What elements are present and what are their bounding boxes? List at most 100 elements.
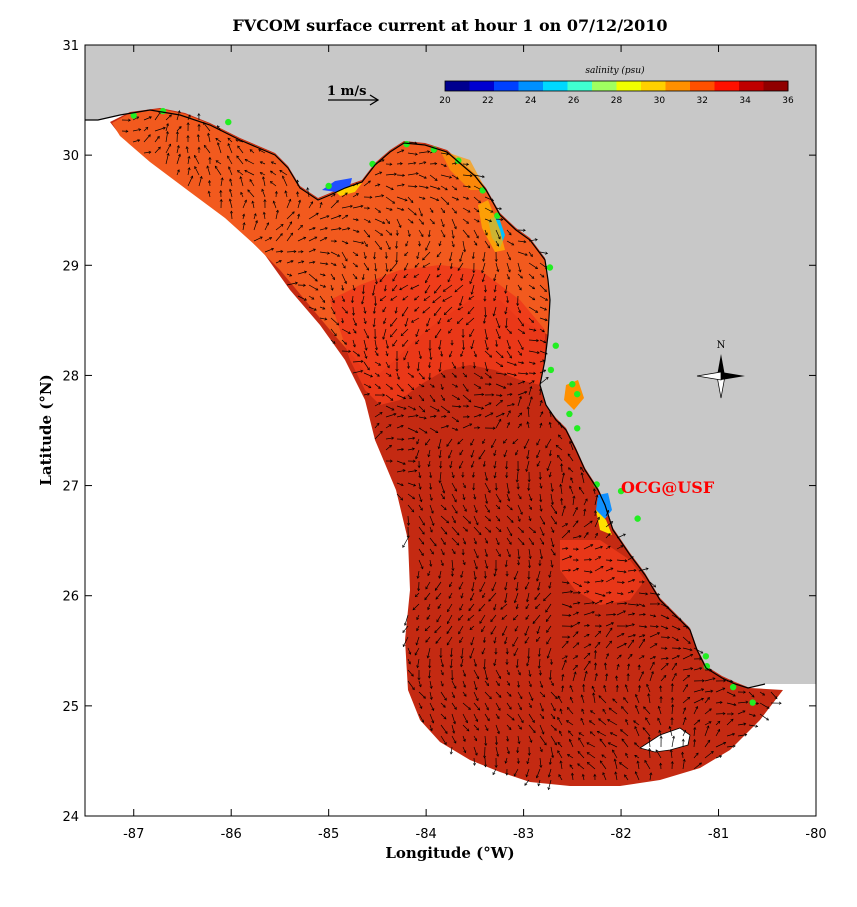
current-vector xyxy=(402,625,409,633)
current-vector-head xyxy=(337,254,341,257)
current-vector-head xyxy=(197,123,201,127)
current-vector xyxy=(462,702,471,710)
current-vector-head xyxy=(228,188,232,192)
current-vector-head xyxy=(176,169,180,173)
current-vector xyxy=(469,328,475,337)
current-vector-head xyxy=(624,684,628,688)
current-vector-head xyxy=(531,380,535,384)
current-vector xyxy=(682,696,690,704)
current-vector-head xyxy=(683,707,687,711)
current-vector xyxy=(607,719,618,726)
current-vector-head xyxy=(524,782,528,786)
current-vector xyxy=(260,172,266,176)
current-vector xyxy=(583,520,593,528)
current-vector xyxy=(528,251,533,257)
current-vector xyxy=(424,592,431,600)
colorbar-swatch xyxy=(543,81,568,91)
current-vector xyxy=(363,350,367,359)
current-vector-head xyxy=(483,667,487,670)
current-vector-head xyxy=(587,660,591,664)
current-vector-head xyxy=(506,300,510,304)
current-vector-head xyxy=(147,134,151,138)
current-vector-head xyxy=(440,386,444,391)
current-vector-head xyxy=(609,732,613,735)
current-vector-head xyxy=(194,165,197,170)
current-vector xyxy=(625,684,629,693)
current-vector-head xyxy=(215,160,219,164)
current-vector xyxy=(418,405,426,413)
current-vector-head xyxy=(417,588,421,592)
current-vector-head xyxy=(513,363,517,367)
current-vector xyxy=(374,251,376,260)
current-vector xyxy=(539,306,547,311)
current-vector-head xyxy=(597,516,600,520)
current-vector xyxy=(484,207,494,213)
current-vector xyxy=(385,372,392,377)
current-vector xyxy=(495,702,501,711)
current-vector-head xyxy=(518,672,521,676)
current-vector-head xyxy=(280,224,284,227)
current-vector xyxy=(625,719,629,726)
current-vector xyxy=(451,713,456,724)
current-vector-head xyxy=(403,622,407,626)
current-vector xyxy=(404,614,409,626)
current-vector-head xyxy=(454,488,457,492)
current-vector-head xyxy=(607,719,611,722)
current-vector-head xyxy=(519,352,522,356)
current-vector-head xyxy=(414,652,418,656)
current-vector xyxy=(599,760,607,770)
current-vector xyxy=(460,658,464,667)
current-vector-head xyxy=(569,684,573,689)
current-vector-head xyxy=(670,760,674,764)
current-vector-head xyxy=(485,565,489,569)
current-vector-head xyxy=(668,725,672,729)
current-vector xyxy=(605,640,612,649)
current-vector xyxy=(682,684,688,693)
current-vector xyxy=(407,162,416,165)
current-vector-head xyxy=(411,447,415,451)
current-vector-head xyxy=(470,642,474,646)
current-vector-head xyxy=(636,760,640,764)
current-vector xyxy=(461,647,464,659)
current-vector xyxy=(635,771,640,781)
current-vector xyxy=(450,262,453,269)
current-vector-head xyxy=(336,322,340,326)
current-vector xyxy=(422,251,431,261)
current-vector-head xyxy=(655,624,659,629)
current-vector xyxy=(482,438,486,444)
current-vector xyxy=(462,174,473,177)
colorbar-swatch xyxy=(714,81,740,91)
current-vector-head xyxy=(699,666,703,670)
current-vector xyxy=(319,306,326,310)
current-vector-head xyxy=(730,718,734,722)
current-vector xyxy=(495,669,501,679)
current-vector-head xyxy=(516,468,520,472)
current-vector-head xyxy=(557,695,561,699)
current-vector-head xyxy=(599,760,603,764)
current-vector-head xyxy=(645,717,648,721)
current-vector xyxy=(407,515,409,526)
current-vector-head xyxy=(512,643,516,647)
current-vector xyxy=(594,630,601,638)
current-vector-head xyxy=(413,407,417,411)
current-vector-head xyxy=(586,762,590,765)
current-vector-head xyxy=(549,661,553,665)
current-vector xyxy=(616,675,618,682)
current-vector-head xyxy=(689,648,693,652)
current-vector-head xyxy=(244,158,248,162)
current-vector xyxy=(285,190,288,198)
current-vector xyxy=(352,240,364,244)
current-vector xyxy=(549,422,552,429)
current-vector xyxy=(165,114,172,121)
current-vector-head xyxy=(403,406,407,410)
current-vector xyxy=(605,601,614,605)
current-vector-head xyxy=(415,172,419,176)
current-vector xyxy=(594,510,596,517)
current-vector-head xyxy=(515,665,519,669)
current-vector-head xyxy=(500,217,504,222)
current-vector xyxy=(396,240,398,249)
current-vector-head xyxy=(534,596,538,600)
current-vector xyxy=(506,229,512,236)
current-vector xyxy=(176,154,181,165)
current-vector-head xyxy=(412,496,416,500)
